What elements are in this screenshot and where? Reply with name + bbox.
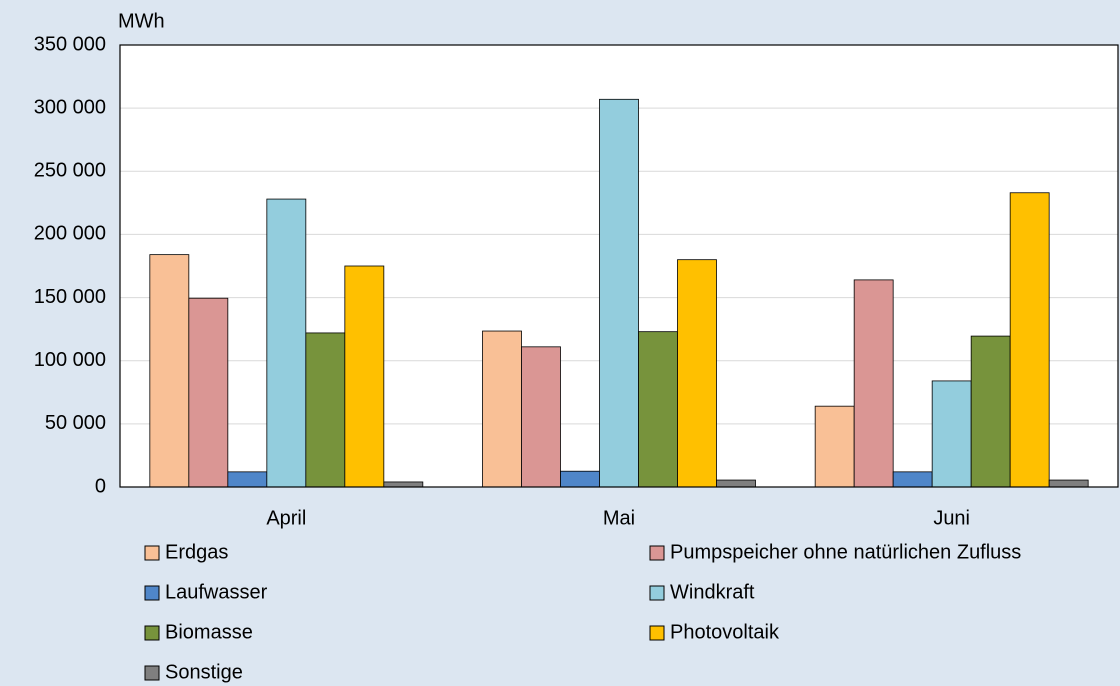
y-tick-label: 300 000: [34, 96, 106, 118]
bar: [344, 265, 385, 488]
legend-label: Laufwasser: [165, 581, 268, 603]
y-axis-unit: MWh: [118, 10, 165, 32]
plot-border: [119, 44, 1119, 488]
bar: [853, 279, 894, 488]
bar: [521, 346, 561, 488]
bar: [305, 332, 346, 488]
y-tick-label: 50 000: [45, 412, 106, 434]
bar: [1009, 192, 1050, 488]
x-tick-label: Mai: [603, 507, 635, 529]
y-tick-label: 100 000: [34, 349, 106, 371]
bar: [931, 380, 972, 488]
legend-label: Biomasse: [165, 621, 253, 643]
y-tick-label: 250 000: [34, 160, 106, 182]
bar: [482, 330, 522, 488]
bar: [599, 98, 639, 488]
bar: [560, 470, 600, 488]
bar: [970, 335, 1011, 488]
y-tick-label: 200 000: [34, 223, 106, 245]
bar: [814, 405, 855, 488]
bar: [149, 254, 190, 488]
y-tick-label: 0: [95, 475, 106, 497]
bar: [227, 471, 268, 488]
legend-swatch: [144, 625, 160, 641]
legend-swatch: [649, 585, 665, 601]
legend-label: Sonstige: [165, 661, 243, 683]
legend-label: Pumpspeicher ohne natürlichen Zufluss: [670, 541, 1021, 563]
bar: [677, 259, 717, 488]
legend-swatch: [144, 585, 160, 601]
y-tick-label: 150 000: [34, 286, 106, 308]
bar: [892, 471, 933, 488]
legend-swatch: [144, 665, 160, 681]
y-tick-label: 350 000: [34, 33, 106, 55]
legend-label: Windkraft: [670, 581, 755, 603]
legend-swatch: [649, 545, 665, 561]
bar: [638, 331, 678, 488]
legend-swatch: [144, 545, 160, 561]
legend-label: Photovoltaik: [670, 621, 780, 643]
legend-label: Erdgas: [165, 541, 228, 563]
bar: [1048, 479, 1089, 488]
bar: [383, 481, 424, 488]
bar: [188, 297, 229, 488]
x-tick-label: April: [266, 507, 306, 529]
bar: [716, 479, 756, 488]
x-tick-label: Juni: [933, 507, 970, 529]
legend-swatch: [649, 625, 665, 641]
bar: [266, 198, 307, 488]
